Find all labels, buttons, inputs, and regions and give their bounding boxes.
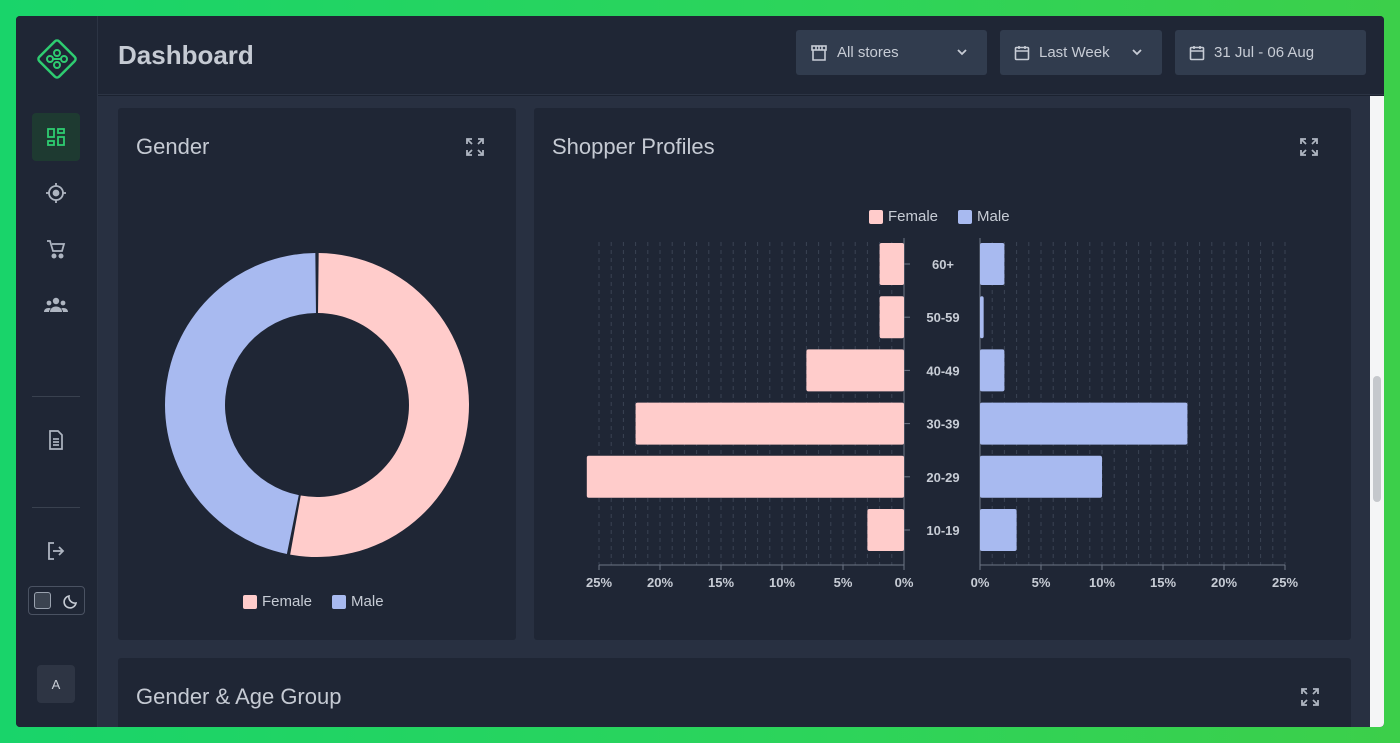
bar-male-20-29[interactable] (980, 455, 1102, 498)
y-tick-label: 50-59 (926, 310, 959, 325)
document-icon (47, 430, 65, 450)
donut-slice-female[interactable] (290, 253, 469, 557)
bar-male-60+[interactable] (980, 243, 1005, 285)
bar-male-40-49[interactable] (980, 349, 1005, 392)
x-tick-label: 10% (769, 575, 795, 590)
sidebar-divider (32, 396, 80, 397)
x-tick-label: 15% (708, 575, 734, 590)
scrollbar[interactable] (1370, 96, 1384, 727)
store-filter-label: All stores (837, 44, 899, 61)
grid-lines (598, 238, 1286, 565)
shopper-pyramid-chart: 60+ 50-59 40-49 30-39 20-29 10-19 25% 20% 15% 10%… (586, 238, 1298, 590)
chevron-down-icon (955, 45, 969, 59)
gender-legend: Female Male (243, 593, 404, 610)
x-tick-label: 0% (971, 575, 990, 590)
bar-female-50-59[interactable] (879, 296, 904, 339)
gender-age-card: Gender & Age Group (118, 658, 1351, 727)
chevron-down-icon (1130, 45, 1144, 59)
gender-donut-chart (165, 253, 469, 557)
y-tick-label: 40-49 (926, 363, 959, 378)
expand-icon[interactable] (1300, 687, 1320, 707)
sidebar-item-dashboard[interactable] (32, 113, 80, 161)
shopper-profiles-card: Shopper Profiles Female Male 60+ 50-59 40-… (534, 108, 1351, 640)
gender-card: Gender Female Male (118, 108, 516, 640)
app-window: A Dashboard All stores Last Week (16, 16, 1384, 727)
dashboard-icon (46, 127, 66, 147)
card-title: Shopper Profiles (552, 134, 715, 159)
logout-icon (46, 541, 66, 561)
legend-label: Male (977, 208, 1010, 225)
x-tick-label: 5% (834, 575, 853, 590)
light-mode-icon[interactable] (34, 592, 51, 609)
group-icon (44, 296, 68, 314)
legend-item-female[interactable]: Female (243, 593, 312, 610)
donut-slice-male[interactable] (165, 253, 316, 554)
bar-female-60+[interactable] (879, 243, 904, 285)
y-tick-label: 10-19 (926, 523, 959, 538)
shopping-cart-icon (45, 238, 67, 260)
legend-label: Female (888, 208, 939, 225)
user-avatar[interactable]: A (37, 665, 75, 703)
sidebar-item-reports[interactable] (32, 416, 80, 464)
x-tick-label: 25% (1272, 575, 1298, 590)
x-tick-label: 20% (1211, 575, 1237, 590)
theme-toggle[interactable] (28, 586, 85, 615)
legend-item-female[interactable]: Female (869, 208, 938, 225)
x-tick-label: 0% (895, 575, 914, 590)
x-tick-label: 25% (586, 575, 612, 590)
bar-female-20-29[interactable] (586, 455, 904, 498)
dashboard-content: Gender Female Male Shopper Profiles (98, 96, 1384, 727)
legend-swatch (869, 209, 883, 224)
location-target-icon (45, 182, 67, 204)
legend-item-male[interactable]: Male (332, 593, 384, 610)
bar-male-50-59[interactable] (980, 296, 984, 339)
x-tick-label: 15% (1150, 575, 1176, 590)
store-filter-dropdown[interactable]: All stores (796, 30, 987, 75)
legend-label: Female (262, 593, 313, 610)
calendar-icon (1014, 45, 1030, 61)
sidebar-item-location[interactable] (32, 169, 80, 217)
moon-icon[interactable] (63, 593, 79, 609)
sidebar: A (16, 16, 98, 727)
page-title: Dashboard (118, 40, 254, 70)
legend-swatch (332, 594, 347, 609)
sidebar-item-logout[interactable] (32, 527, 80, 575)
app-logo-icon[interactable] (35, 37, 79, 81)
bar-female-30-39[interactable] (635, 402, 904, 445)
x-tick-label: 20% (647, 575, 673, 590)
shopper-legend: Female Male (869, 208, 1030, 225)
legend-item-male[interactable]: Male (958, 208, 1010, 225)
legend-swatch (243, 594, 257, 609)
sidebar-divider (32, 507, 80, 508)
expand-icon[interactable] (465, 137, 485, 157)
sidebar-item-cart[interactable] (32, 225, 80, 273)
card-title: Gender (136, 134, 210, 159)
date-range-label: 31 Jul - 06 Aug (1214, 44, 1315, 61)
top-bar: Dashboard All stores Last Week (98, 16, 1384, 95)
legend-label: Male (351, 593, 384, 610)
x-tick-label: 5% (1032, 575, 1051, 590)
card-title: Gender & Age Group (136, 684, 342, 709)
date-range-picker[interactable]: 31 Jul - 06 Aug (1175, 30, 1366, 75)
bar-female-10-19[interactable] (867, 509, 904, 551)
bar-male-30-39[interactable] (980, 402, 1188, 445)
y-tick-label: 60+ (932, 257, 954, 272)
sidebar-item-visitors[interactable] (32, 281, 80, 329)
store-icon (810, 44, 828, 62)
calendar-icon (1189, 45, 1205, 61)
y-tick-label: 30-39 (926, 417, 959, 432)
period-filter-label: Last Week (1039, 44, 1110, 61)
scrollbar-thumb[interactable] (1373, 376, 1381, 502)
bar-female-40-49[interactable] (806, 349, 904, 392)
bar-male-10-19[interactable] (980, 509, 1017, 551)
x-tick-label: 10% (1089, 575, 1115, 590)
legend-swatch (958, 209, 973, 224)
period-filter-dropdown[interactable]: Last Week (1000, 30, 1162, 75)
expand-icon[interactable] (1299, 137, 1319, 157)
y-tick-label: 20-29 (926, 470, 959, 485)
